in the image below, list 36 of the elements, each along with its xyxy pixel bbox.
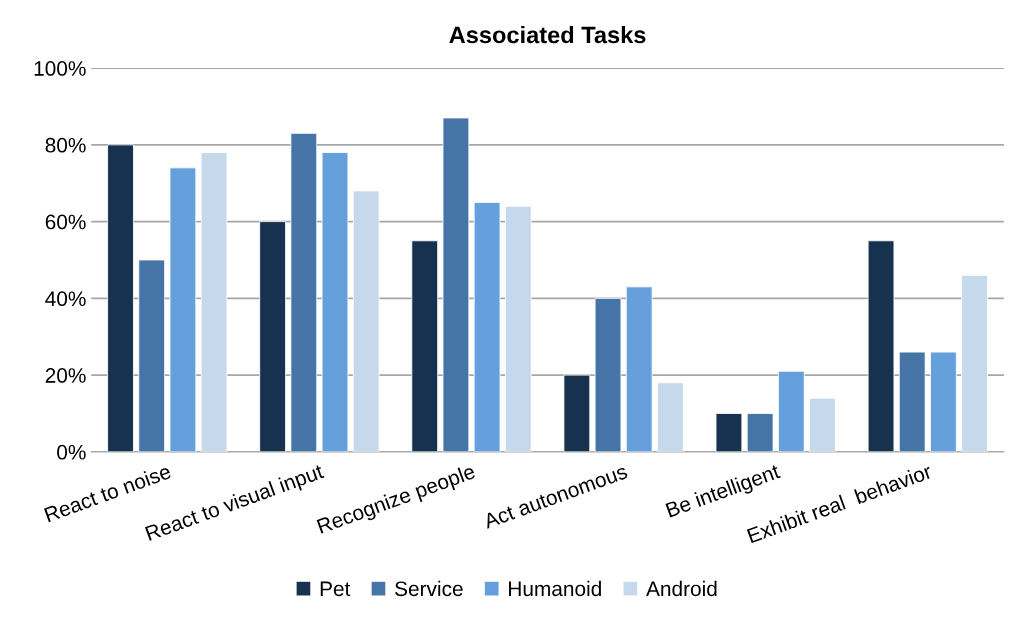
x-tick-label: React to noise: [43, 463, 172, 523]
y-tick-label: 60%: [45, 214, 86, 230]
bar: [563, 374, 591, 452]
y-tick-label: 100%: [34, 61, 86, 76]
bar: [107, 144, 134, 452]
bar: [746, 413, 774, 452]
bar: [898, 351, 926, 452]
legend-label: Pet: [320, 581, 351, 597]
bar: [169, 167, 197, 452]
bar: [352, 190, 380, 452]
bar: [473, 201, 501, 452]
bar: [442, 117, 470, 452]
bar: [715, 413, 743, 452]
bar: [200, 152, 228, 452]
y-tick-label: 80%: [45, 137, 86, 153]
bar: [809, 397, 836, 452]
legend-label: Humanoid: [509, 580, 601, 597]
bar: [867, 240, 895, 452]
bar: [961, 274, 988, 452]
bar: [259, 221, 286, 452]
bar: [625, 286, 653, 452]
chart-title: Associated Tasks: [449, 25, 646, 44]
legend-label: Service: [395, 580, 463, 597]
bar: [504, 205, 532, 452]
bar: [290, 132, 318, 452]
bar: [321, 152, 349, 452]
bar: [657, 382, 684, 452]
y-tick-label: 0%: [57, 444, 86, 460]
legend-label: Android: [646, 580, 717, 597]
bar: [777, 370, 805, 452]
bar: [594, 297, 622, 452]
bar: [930, 351, 957, 452]
bar: [138, 259, 166, 452]
y-tick-label: 20%: [45, 368, 86, 383]
y-tick-label: 40%: [45, 291, 86, 307]
bar: [411, 240, 439, 452]
